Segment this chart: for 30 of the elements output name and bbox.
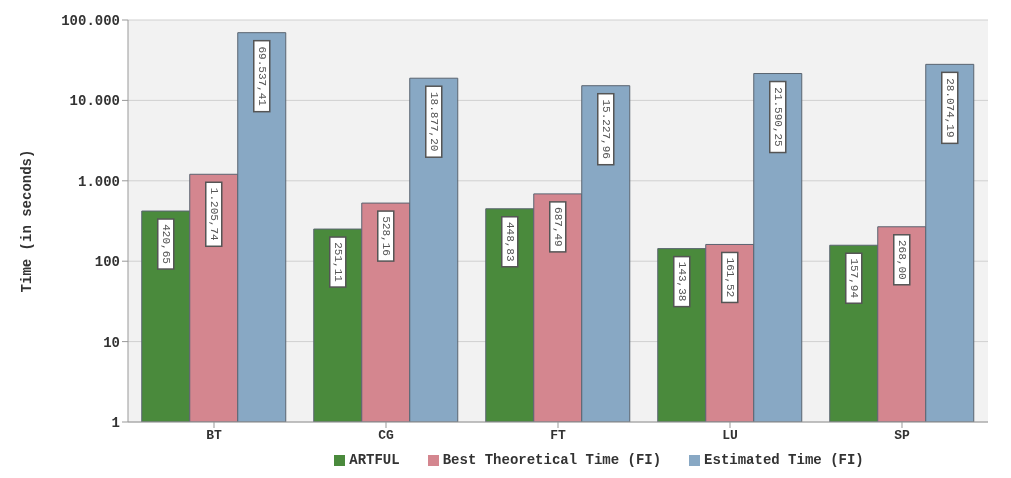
y-tick-label: 1 <box>111 414 120 431</box>
data-label: 21.590,25 <box>771 87 784 147</box>
data-label: 687,49 <box>551 207 564 247</box>
data-label: 448,83 <box>503 221 516 262</box>
y-axis-title: Time (in seconds) <box>18 149 35 293</box>
x-tick-label: LU <box>722 428 738 444</box>
x-tick-label: CG <box>378 428 394 444</box>
data-label: 420,65 <box>159 224 172 264</box>
y-tick-label: 100 <box>94 254 120 271</box>
legend-label: ARTFUL <box>349 452 400 468</box>
y-tick-label: 1.000 <box>77 173 120 190</box>
y-tick-label: 10 <box>103 334 120 351</box>
x-tick-label: SP <box>894 428 910 444</box>
data-label: 268,00 <box>895 239 908 280</box>
x-tick-label: BT <box>206 428 222 444</box>
y-tick-label: 100.000 <box>61 12 120 29</box>
data-label: 18.877,20 <box>427 92 440 152</box>
data-label: 69.537,41 <box>255 46 268 107</box>
y-tick-label: 10.000 <box>69 93 120 110</box>
legend-label: Estimated Time (FI) <box>704 452 864 468</box>
data-label: 157,94 <box>847 258 860 299</box>
data-label: 143,38 <box>675 261 688 302</box>
legend-label: Best Theoretical Time (FI) <box>442 452 662 468</box>
data-label: 528,16 <box>379 216 392 256</box>
data-label: 251,11 <box>331 242 344 283</box>
data-label: 1.205,74 <box>207 187 220 242</box>
x-tick-label: FT <box>550 428 566 444</box>
data-label: 15.227,96 <box>599 99 612 159</box>
data-label: 161,52 <box>723 257 736 298</box>
data-label: 28.074,19 <box>943 78 956 138</box>
